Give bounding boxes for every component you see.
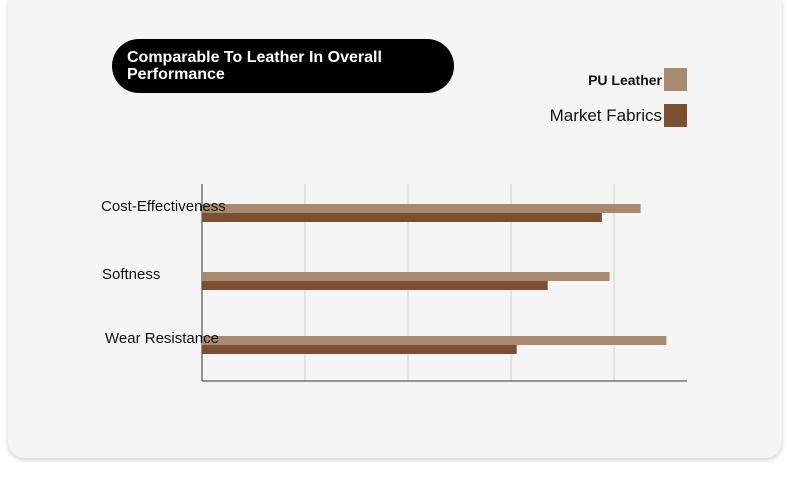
category-label-wear-resistance: Wear Resistance	[105, 330, 219, 347]
bar-softness-pu-leather	[202, 272, 610, 281]
bar-cost-effectiveness-pu-leather	[202, 204, 641, 213]
legend-swatch-market-fabrics	[664, 104, 687, 127]
bar-cost-effectiveness-market-fabrics	[202, 213, 602, 222]
bar-wear-resistance-market-fabrics	[202, 345, 517, 354]
bar-wear-resistance-pu-leather	[202, 336, 667, 345]
category-label-cost-effectiveness: Cost-Effectiveness	[101, 198, 226, 215]
legend-item-pu-leather: PU Leather	[588, 68, 687, 91]
legend-swatch-pu-leather	[664, 68, 687, 91]
legend-label-pu-leather: PU Leather	[588, 71, 662, 88]
legend-item-market-fabrics: Market Fabrics	[550, 104, 687, 127]
category-label-softness: Softness	[102, 266, 160, 283]
chart-title: Comparable To Leather In Overall Perform…	[127, 49, 382, 83]
bar-softness-market-fabrics	[202, 281, 548, 290]
chart-title-pill: Comparable To Leather In Overall Perform…	[112, 39, 454, 93]
legend-label-market-fabrics: Market Fabrics	[549, 105, 662, 125]
